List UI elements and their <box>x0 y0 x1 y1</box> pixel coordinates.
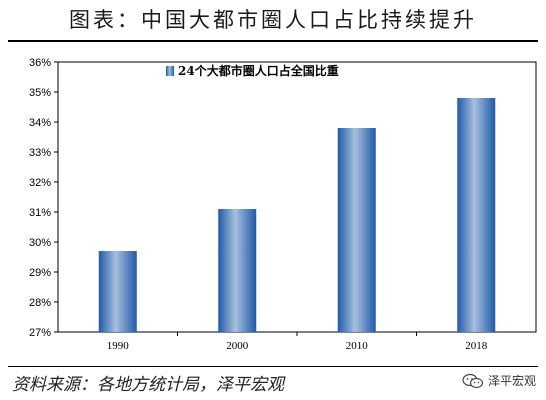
y-tick-label: 27% <box>29 327 51 339</box>
x-tick-labels: 1990 2000 2010 2018 <box>107 340 488 352</box>
page-title: 图表：中国大都市圈人口占比持续提升 <box>69 8 477 32</box>
legend-swatch <box>166 66 174 76</box>
source-note: 资料来源：各地方统计局，泽平宏观 <box>12 375 284 395</box>
x-tick-label: 2018 <box>465 340 488 352</box>
y-tick-label: 29% <box>29 267 51 279</box>
y-tick-label: 33% <box>29 147 51 159</box>
bar-chart: 27% 28% 29% 30% 31% 32% 33% 34% 35% 36% 1990 2000 2… <box>29 57 537 352</box>
y-tick-label: 30% <box>29 237 51 249</box>
x-tick-label: 2000 <box>226 340 249 352</box>
bar-group <box>98 98 496 332</box>
bar-2018 <box>457 98 496 332</box>
wechat-icon <box>462 373 484 388</box>
y-tick-label: 28% <box>29 297 51 309</box>
y-tick-label: 32% <box>29 177 51 189</box>
x-tick-label: 1990 <box>107 340 130 352</box>
bar-1990 <box>98 251 137 332</box>
x-tick-label: 2010 <box>346 340 369 352</box>
y-tick-label: 36% <box>29 57 51 69</box>
title-divider <box>8 40 538 42</box>
y-tick-label: 31% <box>29 207 51 219</box>
chart-axes <box>54 61 537 336</box>
watermark: 泽平宏观 <box>462 372 536 389</box>
y-tick-label: 34% <box>29 117 51 129</box>
legend-label: 24个大都市圈人口占全国比重 <box>178 63 339 78</box>
y-tick-labels: 27% 28% 29% 30% 31% 32% 33% 34% 35% 36% <box>29 57 51 339</box>
bar-2010 <box>337 128 376 332</box>
bar-2000 <box>218 209 257 332</box>
source-divider <box>8 366 538 367</box>
watermark-text: 泽平宏观 <box>487 374 536 388</box>
y-tick-label: 35% <box>29 87 51 99</box>
chart-legend: 24个大都市圈人口占全国比重 <box>166 63 339 78</box>
